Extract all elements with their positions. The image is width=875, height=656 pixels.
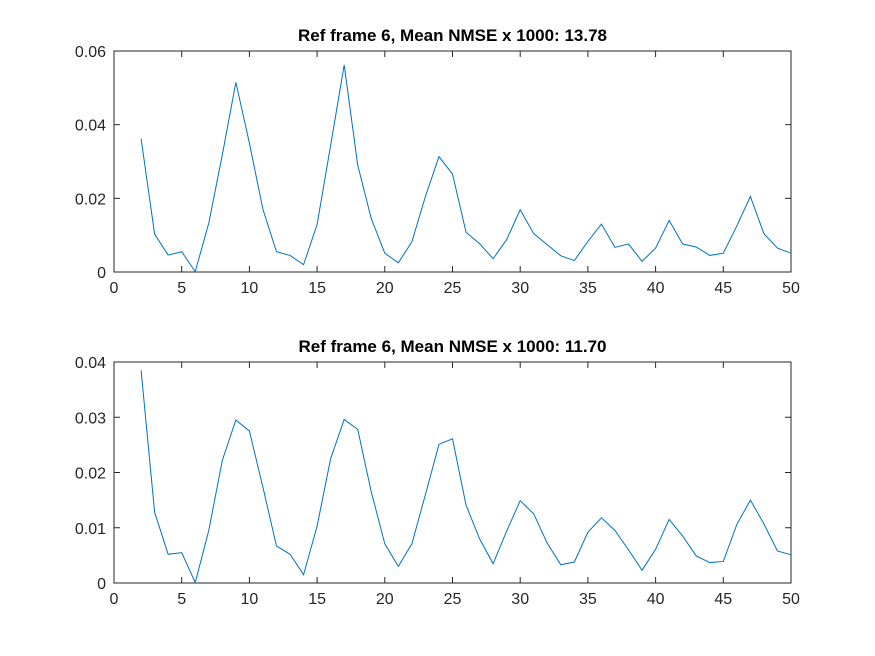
top-chart: Ref frame 6, Mean NMSE x 1000: 13.78 0 5 10… [75,26,800,297]
series-line [140,370,792,584]
x-tick-label: 15 [308,591,326,608]
axes-box [113,50,792,273]
series-line [140,64,792,273]
x-tick-label: 0 [110,591,119,608]
axes-box [113,361,792,584]
x-tick-label: 50 [782,591,800,608]
x-tick-label: 20 [376,591,394,608]
x-tick-label: 45 [714,280,732,297]
x-tick-label: 30 [511,591,529,608]
x-tick-label: 30 [511,280,529,297]
x-tick-label: 25 [444,280,462,297]
x-tick-label: 50 [782,280,800,297]
chart-title: Ref frame 6, Mean NMSE x 1000: 13.78 [298,26,607,45]
x-tick-label: 45 [714,591,732,608]
x-tick-label: 20 [376,280,394,297]
x-tick-label: 35 [579,591,597,608]
y-tick-label: 0.02 [75,191,106,208]
x-tick-label: 25 [444,591,462,608]
y-tick-label: 0.01 [75,521,106,538]
x-tick-label: 5 [177,591,186,608]
y-tick-label: 0.03 [75,410,106,427]
x-tick-label: 10 [241,280,259,297]
y-tick-label: 0 [97,265,106,282]
x-tick-label: 40 [647,591,665,608]
y-tick-label: 0.04 [75,118,106,135]
y-tick-label: 0 [97,576,106,593]
x-tick-label: 35 [579,280,597,297]
chart-title: Ref frame 6, Mean NMSE x 1000: 11.70 [298,337,606,356]
y-tick-label: 0.02 [75,466,106,483]
x-tick-label: 5 [177,280,186,297]
bottom-chart: Ref frame 6, Mean NMSE x 1000: 11.70 0 5 10… [75,337,800,608]
y-tick-label: 0.06 [75,44,106,61]
x-tick-label: 15 [308,280,326,297]
x-tick-label: 40 [647,280,665,297]
x-tick-label: 0 [110,280,119,297]
x-tick-label: 10 [241,591,259,608]
y-tick-label: 0.04 [75,355,106,372]
